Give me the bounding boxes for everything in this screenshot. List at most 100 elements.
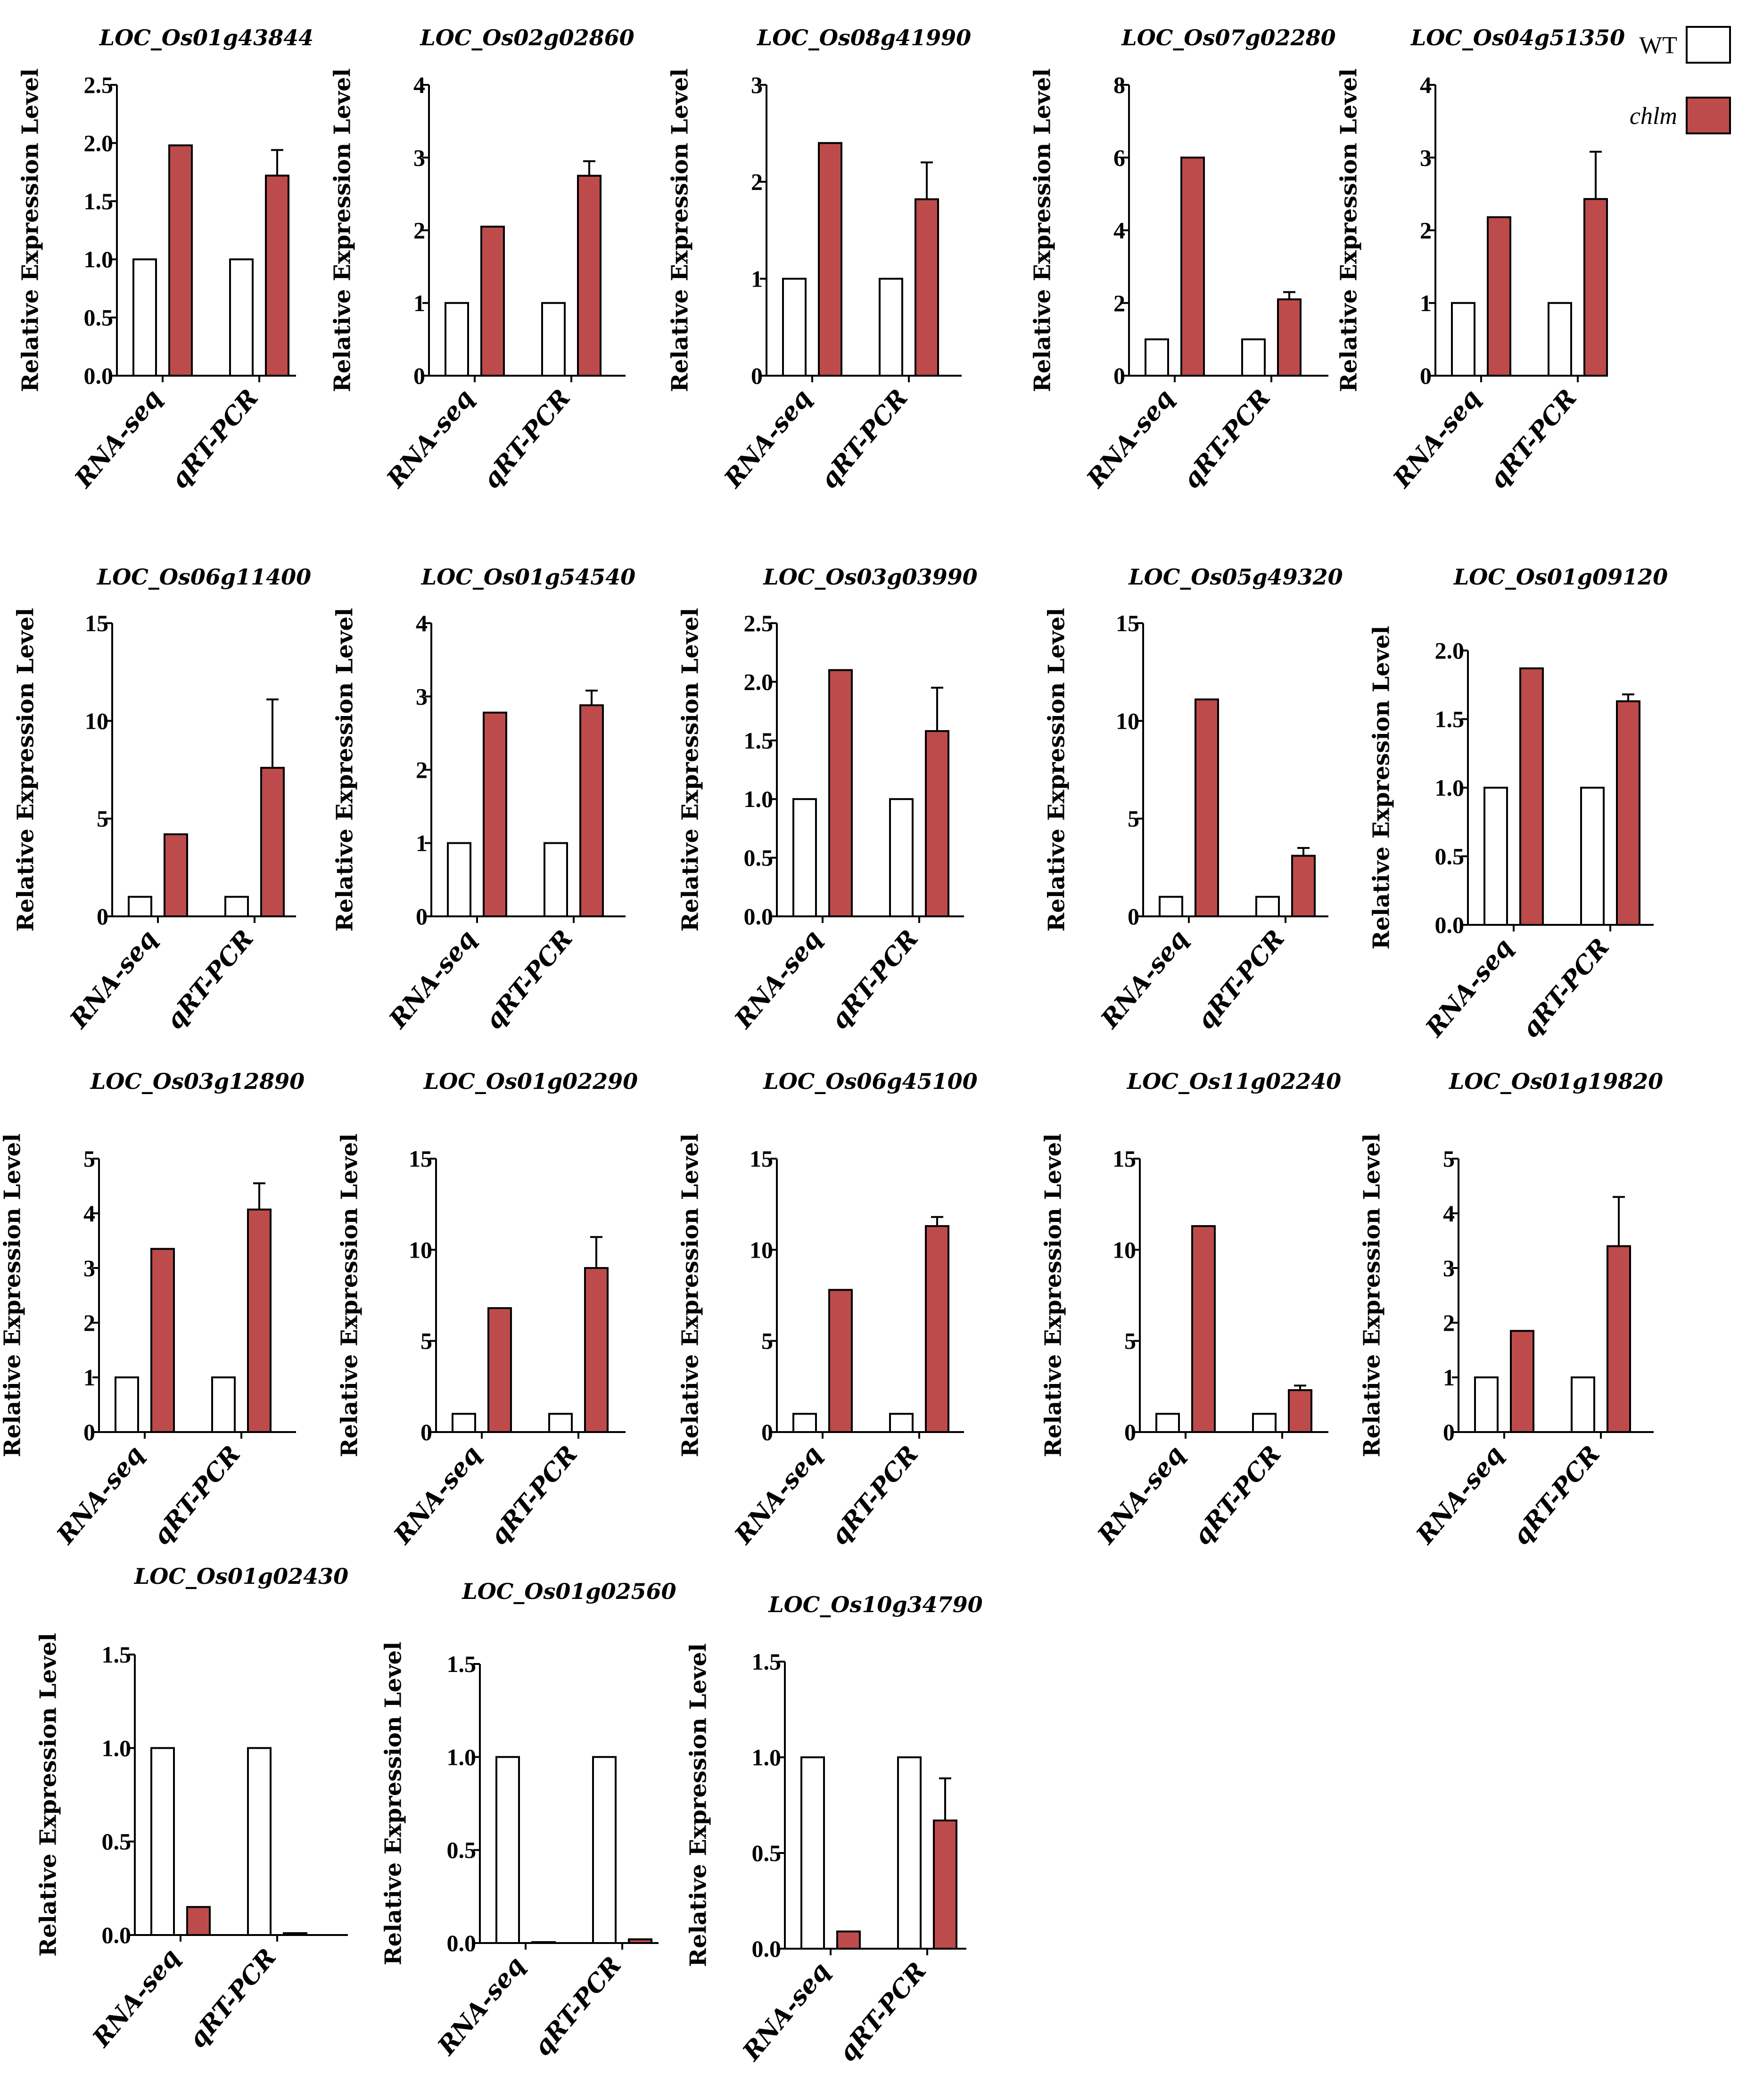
y-tick-label: 1.0 (102, 1735, 132, 1761)
y-axis-label: Relative Expression Level (17, 68, 44, 392)
chart-panel: LOC_Os10g34790 Relative Expression Level 0… (685, 1592, 983, 2067)
y-tick-label: 2 (1443, 1309, 1455, 1336)
chart-panel: LOC_Os01g19820 Relative Expression Level 0… (1359, 1069, 1664, 1550)
bar-wt (541, 302, 566, 377)
bar-wt (224, 896, 249, 917)
x-tick-label: qRT-PCR (484, 1440, 583, 1550)
x-tick-label: RNA-seq (736, 1957, 835, 2067)
chart-title: LOC_Os10g34790 (767, 1592, 982, 1617)
x-tick-label: RNA-seq (431, 1951, 530, 2061)
bar-wt (115, 1376, 139, 1433)
legend-swatch (1686, 97, 1731, 134)
bar-chlm (1291, 855, 1316, 918)
chart-title: LOC_Os06g11400 (96, 564, 311, 590)
chart-title: LOC_Os01g02430 (133, 1564, 348, 1589)
y-tick-label: 1.5 (102, 1641, 132, 1668)
bar-chlm (260, 766, 285, 918)
bar-chlm (168, 144, 193, 377)
bar-chlm (1191, 1225, 1216, 1433)
bar-chlm (818, 142, 842, 377)
y-axis-label: Relative Expression Level (677, 608, 704, 932)
bar-wt (452, 1413, 476, 1433)
chart-title: LOC_Os02g02860 (419, 25, 634, 50)
y-tick-label: 1 (1420, 290, 1432, 316)
y-tick-label: 3 (83, 1255, 95, 1281)
y-tick-label: 0 (1113, 362, 1125, 389)
x-tick-label: qRT-PCR (477, 384, 576, 494)
chart-title: LOC_Os03g03990 (762, 564, 977, 590)
y-tick-label: 1 (413, 290, 425, 316)
x-tick-label: RNA-seq (387, 1440, 486, 1550)
bar-wt (548, 1413, 573, 1433)
y-tick-label: 4 (1420, 72, 1432, 98)
x-tick-label: qRT-PCR (1191, 924, 1290, 1035)
bar-chlm (150, 1248, 175, 1433)
y-axis-label: Relative Expression Level (0, 1134, 26, 1458)
y-tick-label: 0.0 (744, 903, 774, 930)
x-tick-label: qRT-PCR (528, 1951, 627, 2061)
chart-title: LOC_Os01g43844 (99, 25, 313, 50)
chart-title: LOC_Os03g12890 (90, 1069, 305, 1094)
y-axis-label: Relative Expression Level (1044, 608, 1070, 932)
y-tick-label: 3 (751, 72, 763, 98)
y-tick-label: 2.0 (1435, 637, 1465, 664)
y-tick-label: 1.5 (1435, 706, 1465, 733)
bar-chlm (933, 1819, 957, 1950)
bar-chlm (247, 1208, 272, 1433)
chart-title: LOC_Os01g54540 (420, 564, 635, 590)
y-tick-label: 1.0 (744, 786, 774, 812)
bar-wt (782, 278, 807, 377)
y-axis-label: Relative Expression Level (35, 1633, 62, 1957)
chart-title: LOC_Os01g19820 (1448, 1069, 1663, 1094)
y-tick-label: 8 (1113, 72, 1125, 98)
bar-wt (792, 798, 817, 917)
chart-panel: LOC_Os03g03990 Relative Expression Level 0… (677, 564, 978, 1035)
y-axis-label: Relative Expression Level (667, 68, 693, 392)
bar-chlm (483, 711, 507, 917)
chart-title: LOC_Os01g09120 (1453, 564, 1668, 590)
chart-title: LOC_Os05g49320 (1128, 564, 1343, 590)
bar-wt (889, 798, 914, 917)
bar-chlm (186, 1906, 211, 1936)
x-tick-label: RNA-seq (380, 384, 479, 494)
x-tick-label: qRT-PCR (1177, 384, 1276, 494)
bar-wt (1145, 338, 1169, 377)
y-tick-label: 0 (1128, 903, 1139, 930)
bar-wt (495, 1756, 520, 1944)
x-tick-label: RNA-seq (1387, 384, 1486, 494)
bar-chlm (1277, 298, 1302, 377)
bar-wt (1483, 787, 1508, 926)
y-tick-label: 3 (1443, 1255, 1455, 1281)
y-tick-label: 15 (409, 1145, 432, 1172)
bar-chlm (628, 1938, 652, 1944)
y-tick-label: 10 (750, 1236, 773, 1263)
y-axis-label: Relative Expression Level (1030, 68, 1056, 392)
y-tick-label: 0 (416, 903, 428, 930)
y-axis-label: Relative Expression Level (337, 1134, 363, 1458)
y-tick-label: 2 (83, 1309, 95, 1336)
legend-label: WT (1639, 32, 1677, 59)
y-tick-label: 0.5 (447, 1837, 477, 1863)
legend-label: chlm (1630, 103, 1677, 130)
chart-title: LOC_Os04g51350 (1410, 25, 1625, 50)
bar-chlm (164, 833, 188, 917)
y-tick-label: 5 (83, 1145, 95, 1172)
chart-panel: LOC_Os06g11400 Relative Expression Level 0… (13, 564, 312, 1035)
x-tick-label: qRT-PCR (1483, 384, 1582, 494)
bar-chlm (487, 1307, 512, 1433)
y-tick-label: 0.5 (744, 845, 774, 871)
y-tick-label: 0 (420, 1419, 432, 1445)
y-tick-label: 5 (761, 1328, 773, 1354)
bar-chlm (915, 198, 939, 377)
bar-chlm (265, 174, 289, 377)
y-tick-label: 10 (409, 1236, 432, 1263)
y-axis-label: Relative Expression Level (13, 608, 39, 932)
y-tick-label: 1.5 (752, 1648, 782, 1675)
chart-panels: LOC_Os01g43844 Relative Expression Level 0… (0, 25, 1668, 2067)
y-tick-label: 0.5 (84, 305, 114, 331)
y-tick-label: 0.5 (752, 1840, 782, 1866)
y-tick-label: 1.0 (752, 1744, 782, 1771)
bar-wt (1474, 1376, 1499, 1433)
y-tick-label: 10 (1116, 708, 1139, 734)
